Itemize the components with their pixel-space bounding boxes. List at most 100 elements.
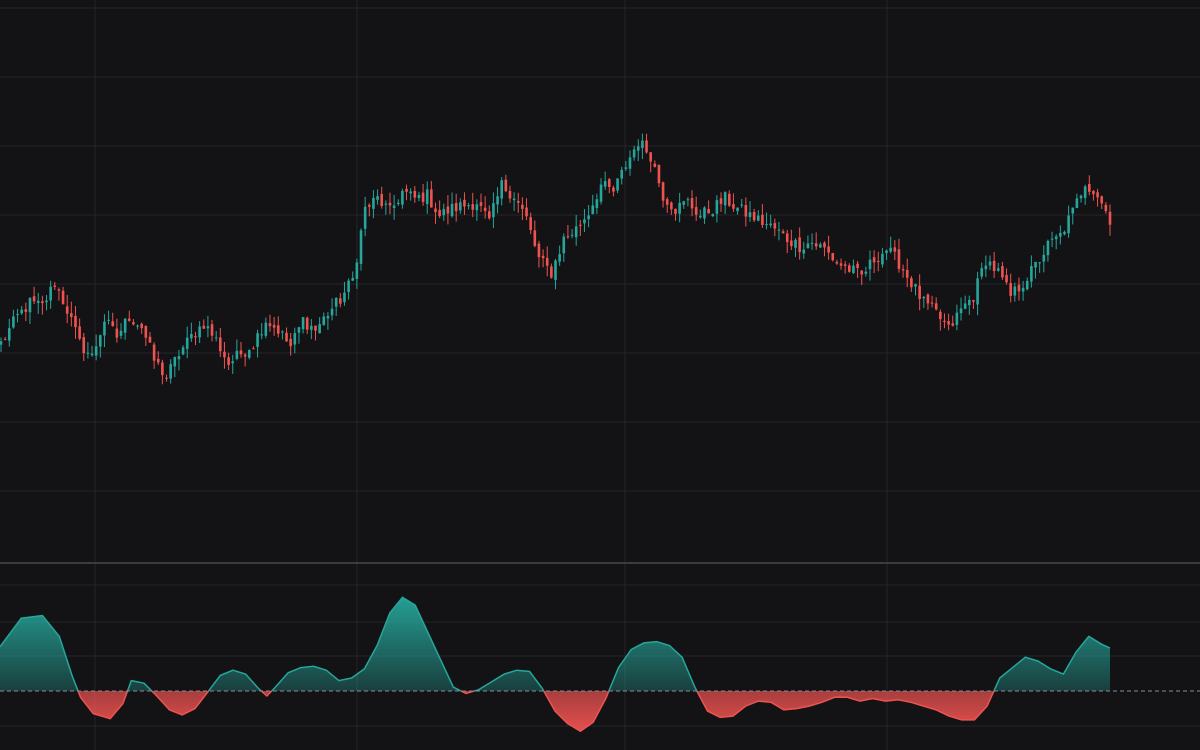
candle-body	[194, 336, 197, 338]
price-candles	[0, 133, 1112, 385]
candle-body	[65, 306, 69, 314]
candle-body	[864, 271, 868, 274]
candle-body	[119, 330, 123, 336]
candle-body	[198, 326, 201, 338]
candle-body	[181, 347, 185, 355]
candle-body	[926, 294, 930, 304]
candle-body	[148, 336, 152, 343]
candle-body	[732, 204, 735, 209]
candle-body	[1063, 231, 1066, 235]
candle-body	[972, 300, 975, 302]
candle-body	[521, 204, 524, 209]
candle-body	[3, 339, 7, 341]
candle-body	[777, 229, 781, 231]
candle-body	[856, 263, 859, 269]
candle-body	[12, 316, 15, 328]
candle-body	[558, 254, 561, 262]
candle-body	[467, 205, 470, 207]
candle-body	[82, 337, 86, 354]
candle-body	[868, 259, 872, 270]
candle-body	[227, 357, 230, 365]
candle-body	[247, 350, 251, 358]
candle-body	[1046, 240, 1050, 256]
candle-body	[591, 205, 595, 215]
candle-body	[839, 263, 843, 266]
candle-body	[574, 226, 578, 238]
candle-body	[843, 264, 847, 266]
candle-body	[471, 204, 475, 210]
candle-body	[115, 328, 119, 338]
candle-body	[508, 190, 512, 199]
candle-body	[537, 243, 541, 258]
candle-body	[314, 325, 317, 331]
candle-body	[682, 201, 686, 205]
candle-body	[996, 268, 1000, 271]
candle-body	[641, 140, 644, 149]
candle-body	[363, 206, 367, 229]
candle-body	[1059, 232, 1062, 237]
candle-body	[897, 249, 901, 269]
candle-body	[703, 207, 706, 219]
candle-body	[860, 270, 864, 275]
candle-body	[103, 321, 106, 336]
candle-body	[156, 358, 160, 363]
candle-body	[893, 247, 897, 252]
candle-body	[264, 322, 268, 336]
candle-body	[479, 202, 483, 206]
candle-body	[446, 206, 450, 214]
candle-body	[595, 199, 599, 209]
candle-body	[0, 341, 3, 345]
candle-body	[459, 202, 462, 211]
candle-body	[790, 240, 793, 247]
candle-body	[566, 236, 570, 238]
candle-body	[289, 338, 292, 347]
candle-body	[901, 269, 905, 271]
candle-body	[483, 207, 487, 212]
candle-body	[603, 181, 607, 187]
candle-body	[835, 261, 839, 264]
candle-body	[1104, 204, 1108, 212]
candle-body	[285, 332, 288, 342]
candle-body	[61, 290, 65, 305]
candle-body	[715, 200, 719, 214]
candle-body	[1054, 236, 1058, 240]
candle-body	[219, 337, 222, 352]
candle-body	[380, 194, 384, 207]
candle-body	[694, 207, 698, 215]
candle-body	[632, 149, 636, 158]
candle-body	[980, 268, 984, 277]
candle-body	[111, 321, 115, 327]
candle-body	[173, 357, 177, 367]
candle-body	[268, 323, 272, 327]
candle-body	[620, 169, 624, 179]
candle-body	[1067, 215, 1070, 234]
candle-body	[32, 296, 36, 302]
candle-body	[525, 207, 528, 217]
candle-body	[1034, 261, 1037, 268]
candle-body	[475, 204, 479, 211]
candle-body	[401, 190, 404, 205]
candle-body	[86, 352, 90, 354]
candle-body	[636, 146, 640, 151]
candle-body	[740, 204, 744, 206]
candle-body	[235, 350, 239, 359]
candle-body	[169, 364, 172, 379]
candle-body	[442, 209, 446, 216]
candle-body	[955, 312, 959, 325]
candle-body	[711, 214, 715, 217]
candle-body	[140, 323, 143, 329]
candle-body	[533, 230, 537, 246]
candle-body	[1025, 280, 1029, 290]
candle-body	[144, 325, 148, 338]
candle-body	[992, 260, 996, 272]
candle-body	[74, 315, 77, 328]
candle-body	[231, 361, 235, 364]
candle-body	[492, 203, 495, 218]
candle-body	[177, 356, 181, 360]
candle-body	[90, 353, 94, 356]
candle-body	[359, 230, 363, 264]
candle-body	[616, 178, 619, 191]
candle-body	[351, 277, 355, 281]
